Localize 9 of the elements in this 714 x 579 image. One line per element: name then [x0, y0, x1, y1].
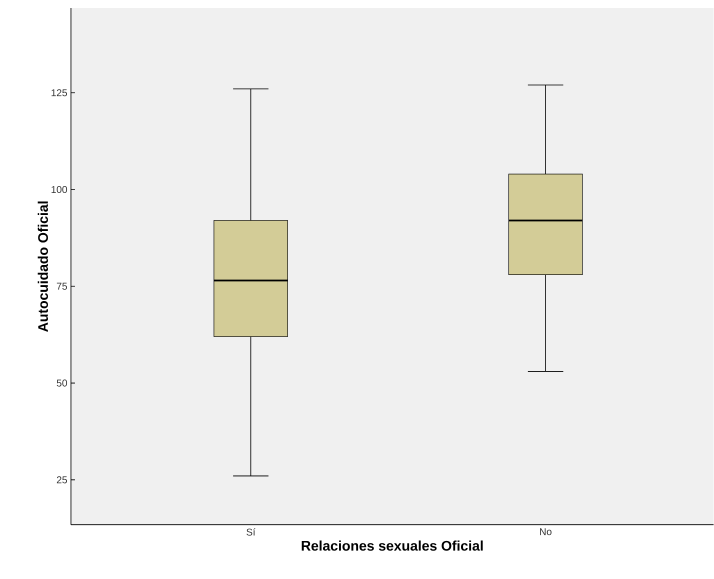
y-tick-label: 50	[56, 380, 68, 387]
y-axis-title: Autocuidado Oficial	[38, 202, 48, 332]
x-axis-title: Relaciones sexuales Oficial	[302, 540, 483, 551]
y-tick-label: 25	[56, 476, 68, 484]
y-tick-label: 100	[52, 186, 68, 194]
y-tick-label: 75	[56, 282, 68, 290]
y-tick-label: 125	[52, 89, 68, 96]
x-tick-label: Sí	[246, 528, 256, 536]
x-tick-label: No	[540, 528, 552, 536]
